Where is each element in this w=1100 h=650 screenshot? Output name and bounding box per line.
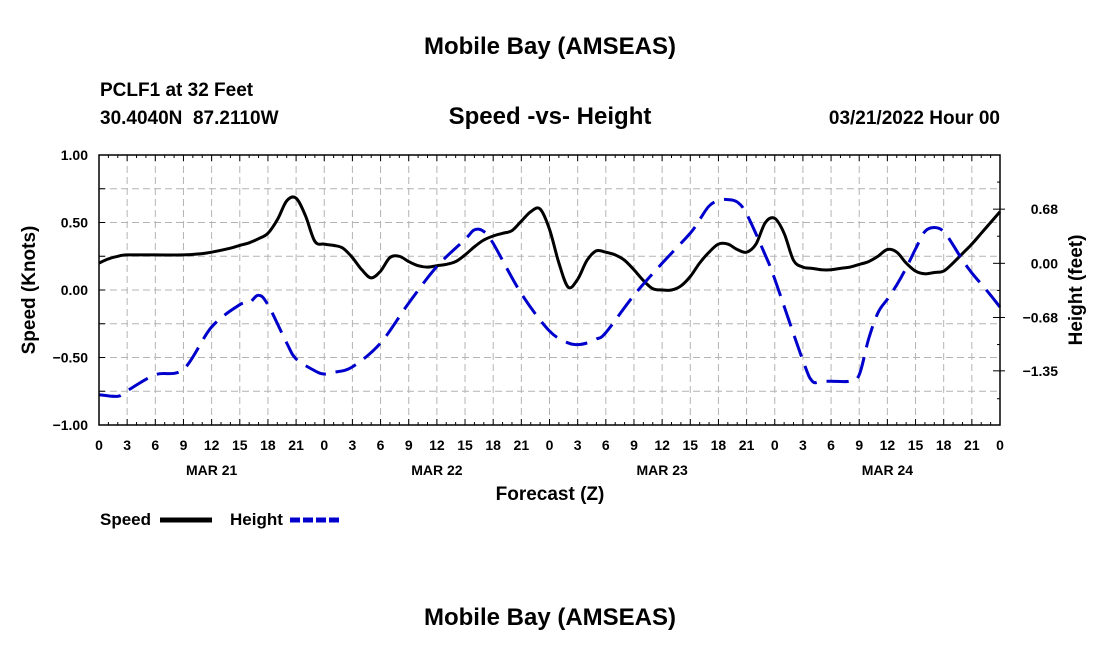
x-tick-label: 15	[457, 437, 473, 453]
x-tick-label: 15	[682, 437, 698, 453]
x-tick-label: 6	[151, 437, 159, 453]
x-tick-label: 21	[288, 437, 304, 453]
x-tick-label: 0	[546, 437, 554, 453]
x-tick-label: 0	[320, 437, 328, 453]
legend-speed-label: Speed	[100, 510, 151, 529]
right-y-tick-label: −0.68	[1023, 309, 1059, 325]
left-y-tick-label: −0.50	[53, 350, 89, 366]
bottom-title: Mobile Bay (AMSEAS)	[424, 604, 676, 631]
height-series-line	[98, 197, 1002, 398]
x-tick-label: 12	[654, 437, 670, 453]
series-layer	[98, 195, 1002, 398]
legend-height-label: Height	[230, 510, 283, 529]
x-tick-label: 0	[95, 437, 103, 453]
x-tick-label: 18	[260, 437, 276, 453]
x-tick-label: 12	[880, 437, 896, 453]
x-tick-label: 6	[827, 437, 835, 453]
axes: 0 3 6 9 12 15 18 21 0 3 6 9 12 15 18 21 0 3 6 9 12 15 18 21 0 3 6 9…	[53, 147, 1059, 478]
station-name: PCLF1 at 32 Feet	[100, 80, 254, 101]
left-y-tick-label: 1.00	[61, 147, 88, 163]
day-label: MAR 21	[186, 462, 238, 478]
x-tick-label: 21	[514, 437, 530, 453]
x-tick-label: 18	[485, 437, 501, 453]
x-tick-label: 15	[908, 437, 924, 453]
speed-series-line	[98, 195, 1002, 292]
day-label: MAR 22	[411, 462, 463, 478]
left-y-axis-label: Speed (Knots)	[19, 226, 40, 355]
x-tick-label: 6	[377, 437, 385, 453]
x-tick-label: 21	[964, 437, 980, 453]
legend: Speed Height	[100, 510, 342, 529]
x-tick-label: 9	[405, 437, 413, 453]
right-y-tick-label: −1.35	[1023, 363, 1059, 379]
x-tick-label: 0	[996, 437, 1004, 453]
top-title: Mobile Bay (AMSEAS)	[424, 33, 676, 60]
x-tick-label: 9	[180, 437, 188, 453]
x-tick-label: 15	[232, 437, 248, 453]
left-y-tick-label: −1.00	[53, 417, 89, 433]
x-tick-label: 12	[429, 437, 445, 453]
x-tick-label: 6	[602, 437, 610, 453]
right-y-tick-label: 0.68	[1031, 201, 1058, 217]
x-tick-label: 12	[204, 437, 220, 453]
x-tick-label: 3	[574, 437, 582, 453]
chart-title: Speed -vs- Height	[449, 103, 652, 130]
x-tick-label: 18	[711, 437, 727, 453]
x-axis-label: Forecast (Z)	[496, 484, 605, 505]
x-tick-label: 3	[799, 437, 807, 453]
forecast-datetime: 03/21/2022 Hour 00	[829, 108, 1000, 129]
left-y-tick-label: 0.00	[61, 282, 88, 298]
x-tick-label: 9	[630, 437, 638, 453]
right-y-axis-label: Height (feet)	[1066, 235, 1087, 346]
right-y-tick-label: 0.00	[1031, 255, 1058, 271]
station-coordinates: 30.4040N 87.2110W	[100, 108, 279, 129]
day-label: MAR 24	[862, 462, 914, 478]
x-tick-label: 21	[739, 437, 755, 453]
day-label: MAR 23	[636, 462, 688, 478]
grid	[99, 155, 1000, 425]
x-tick-label: 18	[936, 437, 952, 453]
x-tick-label: 9	[855, 437, 863, 453]
x-tick-label: 3	[349, 437, 357, 453]
x-tick-label: 3	[123, 437, 131, 453]
left-y-tick-label: 0.50	[61, 215, 88, 231]
x-tick-label: 0	[771, 437, 779, 453]
